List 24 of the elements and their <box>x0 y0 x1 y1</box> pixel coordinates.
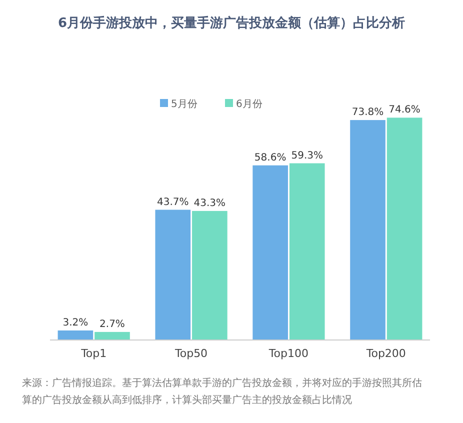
legend-label: 6月份 <box>236 99 262 110</box>
data-label: 73.8% <box>352 107 384 118</box>
x-tick-label: Top200 <box>365 347 406 360</box>
data-label: 74.6% <box>388 104 420 116</box>
bar <box>58 330 94 340</box>
bar <box>386 118 422 340</box>
data-label: 43.3% <box>194 198 226 209</box>
data-label: 58.6% <box>254 152 286 164</box>
bar <box>155 210 191 340</box>
data-label: 43.7% <box>157 196 189 208</box>
bar <box>350 120 386 340</box>
bar <box>289 163 325 340</box>
x-tick-label: Top50 <box>174 347 208 360</box>
data-label: 59.3% <box>291 150 323 162</box>
bar <box>252 165 288 340</box>
x-tick-label: Top1 <box>80 347 107 360</box>
data-label: 2.7% <box>100 318 125 330</box>
data-label: 3.2% <box>62 317 88 328</box>
legend-label: 5月份 <box>171 99 198 110</box>
source-note: 来源：广告情报追踪。基于算法估算单款手游的广告投放金额，并将对应的手游按照其所估算的广告投放金额从高到低排序，计算头部买量广告主的投放金额占比情况 <box>22 377 422 406</box>
x-tick-label: Top100 <box>268 347 308 360</box>
bar <box>192 210 228 340</box>
bar <box>94 332 130 340</box>
chart-title: 6月份手游投放中，买量手游广告投放金额（估算）占比分析 <box>58 15 406 31</box>
